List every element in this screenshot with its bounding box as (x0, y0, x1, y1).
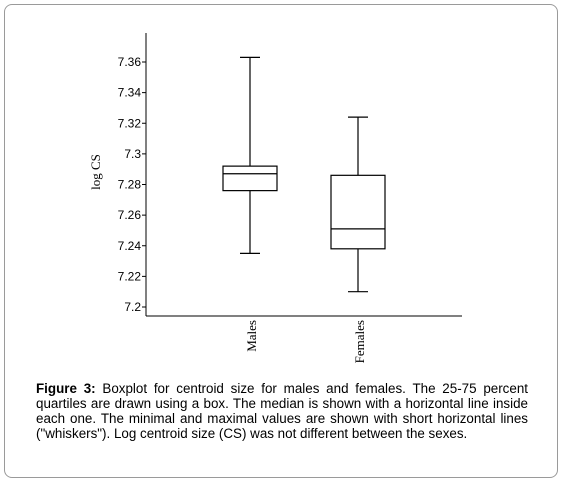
y-tick-label: 7.22 (118, 269, 142, 283)
x-category-labels: Males Females (244, 320, 367, 363)
y-axis-title: log CS (88, 154, 103, 190)
x-category-label: Males (244, 320, 259, 352)
figure-frame (4, 4, 558, 478)
y-tick-label: 7.36 (118, 55, 142, 69)
y-tick-label: 7.24 (118, 239, 142, 253)
boxplot-chart: 7.2 7.22 7.24 7.26 7.28 7.3 7.32 7.34 7.36 log C… (88, 33, 462, 363)
caption-text: Boxplot for centroid size for males and … (36, 381, 528, 441)
y-tick-label: 7.3 (124, 147, 141, 161)
y-tick-label: 7.28 (118, 178, 142, 192)
y-tick-label: 7.32 (118, 116, 142, 130)
y-tick-label: 7.34 (118, 86, 142, 100)
box-females (330, 116, 386, 293)
caption-label: Figure 3: (36, 381, 96, 396)
box-males (222, 56, 278, 255)
box-series (222, 56, 386, 293)
chart-axes (145, 33, 462, 317)
x-category-label: Females (352, 320, 367, 363)
figure-caption: Figure 3: Boxplot for centroid size for … (36, 381, 528, 441)
iqr-box (330, 174, 386, 250)
iqr-box (222, 165, 278, 192)
y-ticks: 7.2 7.22 7.24 7.26 7.28 7.3 7.32 7.34 7.36 (118, 55, 146, 314)
y-tick-label: 7.2 (124, 300, 141, 314)
y-tick-label: 7.26 (118, 208, 142, 222)
